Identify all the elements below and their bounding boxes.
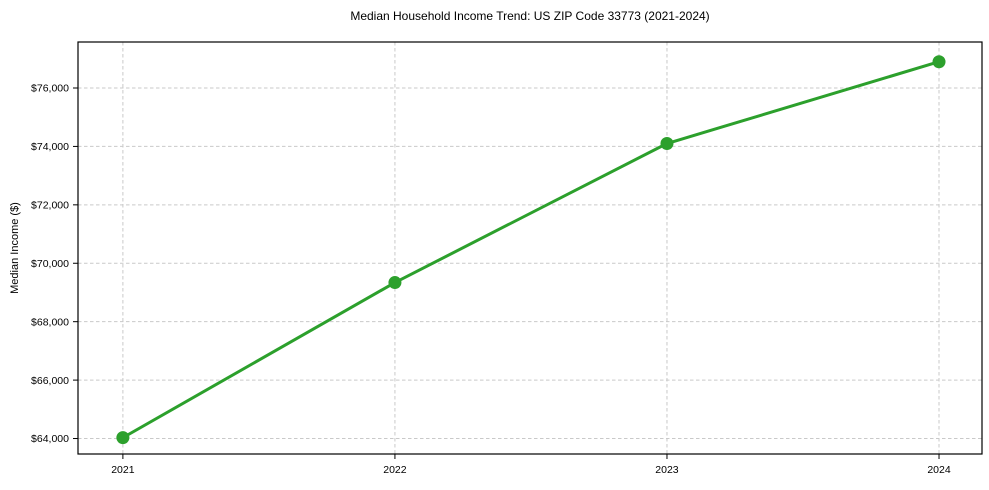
y-tick-label: $76,000 — [31, 83, 69, 95]
x-tick-label: 2021 — [111, 464, 135, 476]
data-point-marker — [932, 55, 946, 69]
x-tick-label: 2024 — [927, 464, 951, 476]
chart-title: Median Household Income Trend: US ZIP Co… — [350, 9, 710, 23]
data-point-marker — [660, 137, 674, 151]
x-tick-label: 2023 — [655, 464, 679, 476]
data-point-marker — [116, 431, 130, 445]
data-point-marker — [388, 276, 402, 290]
y-tick-label: $70,000 — [31, 258, 69, 270]
income-trend-line — [121, 60, 941, 440]
y-tick-label: $64,000 — [31, 433, 69, 445]
y-tick-label: $72,000 — [31, 200, 69, 212]
y-tick-label: $68,000 — [31, 316, 69, 328]
x-tick-label: 2022 — [383, 464, 407, 476]
y-tick-label: $74,000 — [31, 141, 69, 153]
plot-border — [77, 41, 983, 455]
y-tick-label: $66,000 — [31, 375, 69, 387]
